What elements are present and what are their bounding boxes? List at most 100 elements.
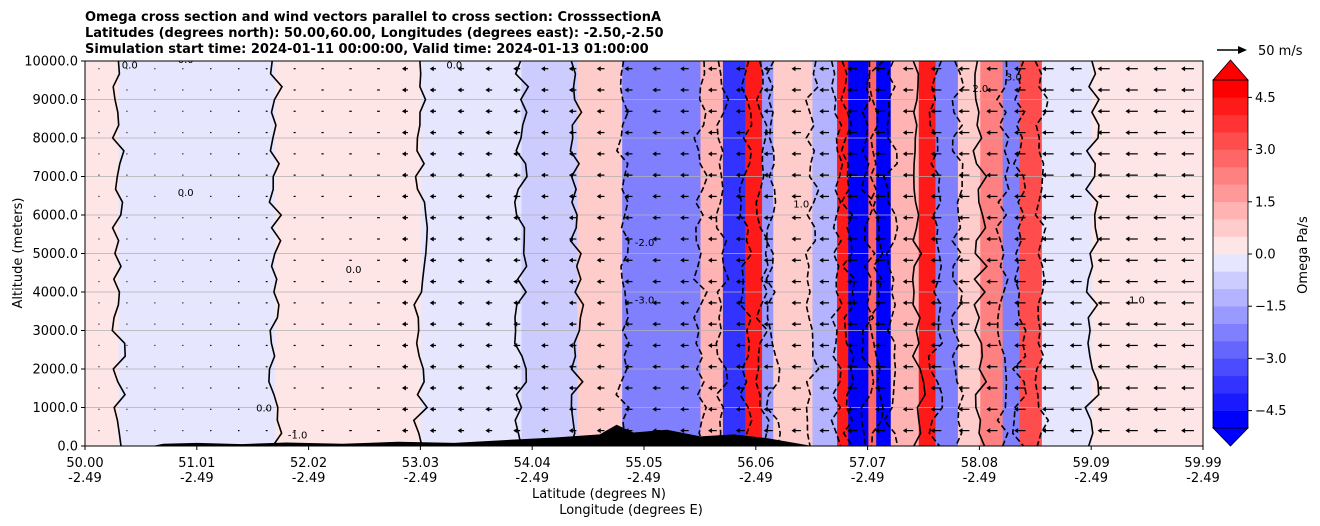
wind-vector bbox=[457, 193, 465, 199]
wind-vector bbox=[1041, 321, 1054, 327]
wind-vector bbox=[791, 300, 801, 306]
wind-vector bbox=[429, 130, 437, 136]
y-tick-label: 8000.0 bbox=[33, 132, 79, 147]
wind-vector bbox=[791, 236, 801, 242]
wind-vector bbox=[1041, 428, 1054, 434]
wind-vector bbox=[652, 215, 661, 221]
wind-vector bbox=[1041, 215, 1054, 221]
wind-vector bbox=[457, 321, 465, 327]
wind-vector bbox=[429, 428, 437, 434]
wind-vector bbox=[902, 66, 914, 72]
wind-vector bbox=[847, 257, 858, 263]
wind-vector bbox=[1069, 428, 1082, 434]
wind-vector bbox=[624, 108, 633, 114]
y-tick-label: 0.0 bbox=[57, 440, 78, 455]
wind-vector bbox=[958, 193, 970, 199]
wind-vector bbox=[652, 364, 661, 370]
colorbar-segment bbox=[1213, 271, 1248, 290]
wind-vector bbox=[624, 236, 633, 242]
contour-line bbox=[868, 61, 884, 446]
wind-vector bbox=[902, 236, 914, 242]
x-tick-label-lon: -2.49 bbox=[627, 471, 661, 486]
wind-vector bbox=[652, 385, 661, 391]
wind-vector bbox=[1125, 193, 1138, 199]
wind-vector bbox=[596, 151, 605, 157]
wind-vector bbox=[930, 385, 942, 391]
wind-vector bbox=[930, 364, 942, 370]
wind-vector bbox=[1069, 300, 1082, 306]
x-tick-label-lat: 56.06 bbox=[737, 456, 774, 471]
wind-vector bbox=[1125, 151, 1138, 157]
wind-vector bbox=[1069, 385, 1082, 391]
wind-vector bbox=[680, 172, 689, 178]
wind-vector bbox=[874, 321, 886, 327]
wind-vector bbox=[1125, 66, 1138, 72]
wind-vector bbox=[819, 257, 830, 263]
wind-vector bbox=[596, 172, 605, 178]
wind-vector bbox=[708, 279, 717, 285]
colorbar-segment bbox=[1213, 80, 1248, 98]
x-tick-label-lat: 57.07 bbox=[849, 456, 886, 471]
wind-vector bbox=[735, 108, 745, 114]
colorbar-segment bbox=[1213, 114, 1248, 133]
wind-vector bbox=[1153, 108, 1166, 114]
y-axis-label: Altitude (meters) bbox=[11, 198, 26, 309]
wind-vector bbox=[1125, 279, 1138, 285]
wind-vector bbox=[708, 342, 717, 348]
colorbar-tick-label: −1.5 bbox=[1255, 300, 1287, 315]
contour-line bbox=[738, 61, 753, 446]
x-tick-label-lat: 53.03 bbox=[402, 456, 439, 471]
wind-vector bbox=[1014, 406, 1026, 412]
wind-vector bbox=[1041, 385, 1054, 391]
wind-vector bbox=[429, 66, 437, 72]
wind-vector bbox=[1125, 364, 1138, 370]
wind-vector bbox=[457, 215, 465, 221]
wind-vector bbox=[735, 193, 745, 199]
wind-vector bbox=[624, 364, 633, 370]
wind-vector bbox=[513, 300, 521, 306]
wind-vector bbox=[1153, 130, 1166, 136]
contour-line bbox=[765, 61, 782, 446]
wind-vector bbox=[680, 66, 689, 72]
wind-vector bbox=[429, 321, 437, 327]
contour-line bbox=[111, 61, 127, 446]
wind-vector bbox=[401, 406, 408, 412]
wind-vector bbox=[457, 364, 465, 370]
wind-vector bbox=[986, 172, 998, 178]
colorbar-tick-label: 1.5 bbox=[1255, 195, 1276, 210]
wind-vector bbox=[958, 342, 970, 348]
wind-vector bbox=[652, 300, 661, 306]
wind-vector bbox=[485, 108, 493, 114]
wind-vector bbox=[485, 300, 493, 306]
wind-vector bbox=[652, 406, 661, 412]
wind-vector bbox=[847, 385, 858, 391]
wind-vector bbox=[958, 364, 970, 370]
wind-vector bbox=[596, 279, 605, 285]
contour-label: 0.0 bbox=[178, 188, 194, 199]
contour-label: 1.0 bbox=[1129, 296, 1145, 307]
wind-vector bbox=[513, 236, 521, 242]
wind-vector bbox=[874, 279, 886, 285]
wind-vector bbox=[541, 172, 549, 178]
wind-vector bbox=[624, 342, 633, 348]
vector-key: 50 m/s bbox=[1217, 44, 1303, 59]
wind-vector bbox=[1041, 66, 1054, 72]
wind-vector bbox=[791, 385, 801, 391]
wind-vector bbox=[568, 130, 577, 136]
wind-vector bbox=[541, 321, 549, 327]
wind-vector bbox=[401, 428, 408, 434]
wind-vector bbox=[902, 257, 914, 263]
wind-vector bbox=[568, 172, 577, 178]
x-tick-label-lat: 51.01 bbox=[178, 456, 215, 471]
wind-vector bbox=[1014, 193, 1026, 199]
wind-vector bbox=[1181, 300, 1194, 306]
wind-vector bbox=[624, 279, 633, 285]
wind-vector bbox=[596, 193, 605, 199]
wind-vector bbox=[429, 385, 437, 391]
colorbar-segment bbox=[1213, 410, 1248, 429]
wind-vector bbox=[819, 406, 830, 412]
wind-vector bbox=[513, 406, 521, 412]
colorbar-label: Omega Pa/s bbox=[1296, 216, 1311, 294]
wind-vector bbox=[958, 279, 970, 285]
wind-vector bbox=[986, 279, 998, 285]
